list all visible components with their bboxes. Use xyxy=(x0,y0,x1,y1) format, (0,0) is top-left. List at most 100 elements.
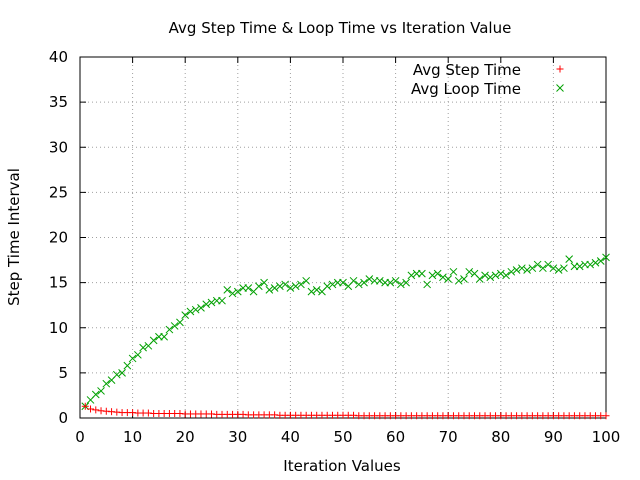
data-point xyxy=(444,275,453,283)
data-point xyxy=(202,300,211,309)
data-point xyxy=(228,289,237,298)
y-tick-label: 25 xyxy=(49,183,68,201)
data-point xyxy=(265,285,274,294)
y-axis: 0 5 10 15 20 25 30 35 40 xyxy=(49,48,606,427)
data-point xyxy=(439,273,447,282)
data-point xyxy=(307,287,316,296)
data-point xyxy=(123,361,132,370)
data-point xyxy=(276,282,284,291)
data-point xyxy=(181,311,190,319)
data-point xyxy=(539,264,547,273)
data-point xyxy=(375,276,384,285)
y-tick-label: 0 xyxy=(58,409,68,427)
x-tick-label: 20 xyxy=(176,428,195,446)
data-point xyxy=(197,304,205,312)
data-point xyxy=(139,343,147,352)
data-point xyxy=(218,296,226,305)
data-point xyxy=(297,280,305,289)
data-point xyxy=(312,285,321,294)
data-point xyxy=(512,266,521,274)
data-point xyxy=(391,276,400,285)
data-point xyxy=(160,332,169,341)
data-point xyxy=(254,282,263,291)
legend-label: Avg Step Time xyxy=(413,61,521,79)
data-point xyxy=(397,280,405,289)
series-avg-loop-time xyxy=(81,253,610,411)
data-point xyxy=(433,269,442,278)
data-point xyxy=(87,405,95,413)
data-point xyxy=(602,412,610,420)
grid xyxy=(80,57,606,418)
data-point xyxy=(354,280,363,289)
data-point xyxy=(233,287,242,296)
x-tick-label: 100 xyxy=(592,428,621,446)
data-point xyxy=(402,278,410,287)
y-tick-label: 35 xyxy=(49,93,68,111)
data-point xyxy=(118,369,126,377)
y-tick-label: 40 xyxy=(49,48,68,66)
data-point xyxy=(591,258,600,267)
data-point xyxy=(575,262,584,271)
data-point xyxy=(407,271,416,280)
x-tick-label: 0 xyxy=(75,428,85,446)
legend-marker xyxy=(556,65,564,73)
y-tick-label: 15 xyxy=(49,274,68,292)
data-point xyxy=(323,282,332,291)
data-point xyxy=(207,298,216,307)
data-point xyxy=(465,267,474,276)
data-point xyxy=(176,318,184,327)
data-point xyxy=(454,276,463,285)
y-tick-label: 20 xyxy=(49,229,68,247)
data-point xyxy=(491,271,500,280)
data-point xyxy=(428,271,437,280)
data-point xyxy=(149,336,158,345)
data-point xyxy=(81,402,89,410)
y-tick-label: 5 xyxy=(58,364,68,382)
data-point xyxy=(128,354,137,363)
data-point xyxy=(365,275,374,283)
data-point xyxy=(386,278,395,287)
x-tick-label: 80 xyxy=(491,428,510,446)
y-tick-label: 30 xyxy=(49,138,68,156)
data-point xyxy=(423,280,432,289)
data-point xyxy=(349,276,358,285)
data-point xyxy=(302,276,311,285)
y-tick-label: 10 xyxy=(49,319,68,337)
data-point xyxy=(244,284,253,292)
data-point xyxy=(549,264,558,273)
data-point xyxy=(134,350,142,359)
data-point xyxy=(223,285,232,294)
legend-label: Avg Loop Time xyxy=(411,80,521,98)
data-point xyxy=(191,305,200,314)
data-point xyxy=(533,260,542,269)
data-point xyxy=(97,387,105,395)
data-point xyxy=(112,370,121,379)
data-point xyxy=(449,267,458,276)
x-tick-label: 70 xyxy=(439,428,458,446)
data-point xyxy=(507,267,516,276)
data-point xyxy=(586,260,595,269)
data-point xyxy=(286,284,295,292)
y-axis-label: Step Time Interval xyxy=(5,168,23,306)
x-tick-label: 30 xyxy=(228,428,247,446)
data-point xyxy=(291,282,300,291)
data-point xyxy=(270,284,279,292)
data-point xyxy=(260,278,268,287)
data-point xyxy=(554,266,563,274)
data-point xyxy=(91,390,100,399)
data-point xyxy=(602,253,610,262)
data-point xyxy=(475,275,484,283)
data-point xyxy=(186,307,195,316)
data-point xyxy=(165,325,174,334)
data-point xyxy=(486,273,495,282)
data-point xyxy=(328,280,337,289)
data-point xyxy=(596,257,605,265)
data-point xyxy=(502,271,510,280)
x-tick-label: 40 xyxy=(281,428,300,446)
data-point xyxy=(360,278,368,287)
data-point xyxy=(517,264,526,273)
data-point xyxy=(418,269,426,278)
legend-marker xyxy=(556,84,564,92)
